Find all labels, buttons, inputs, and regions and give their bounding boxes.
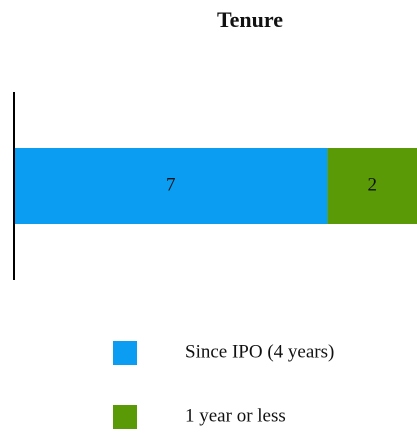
bar-segment bbox=[327, 148, 417, 224]
data-label: 7 bbox=[166, 174, 176, 195]
legend-swatch bbox=[113, 341, 137, 365]
legend-swatch bbox=[113, 405, 137, 429]
chart-title: Tenure bbox=[217, 7, 283, 32]
legend-label: Since IPO (4 years) bbox=[185, 341, 334, 362]
data-label: 2 bbox=[367, 174, 377, 195]
bar-segment bbox=[14, 148, 328, 224]
legend-label: 1 year or less bbox=[185, 405, 286, 426]
